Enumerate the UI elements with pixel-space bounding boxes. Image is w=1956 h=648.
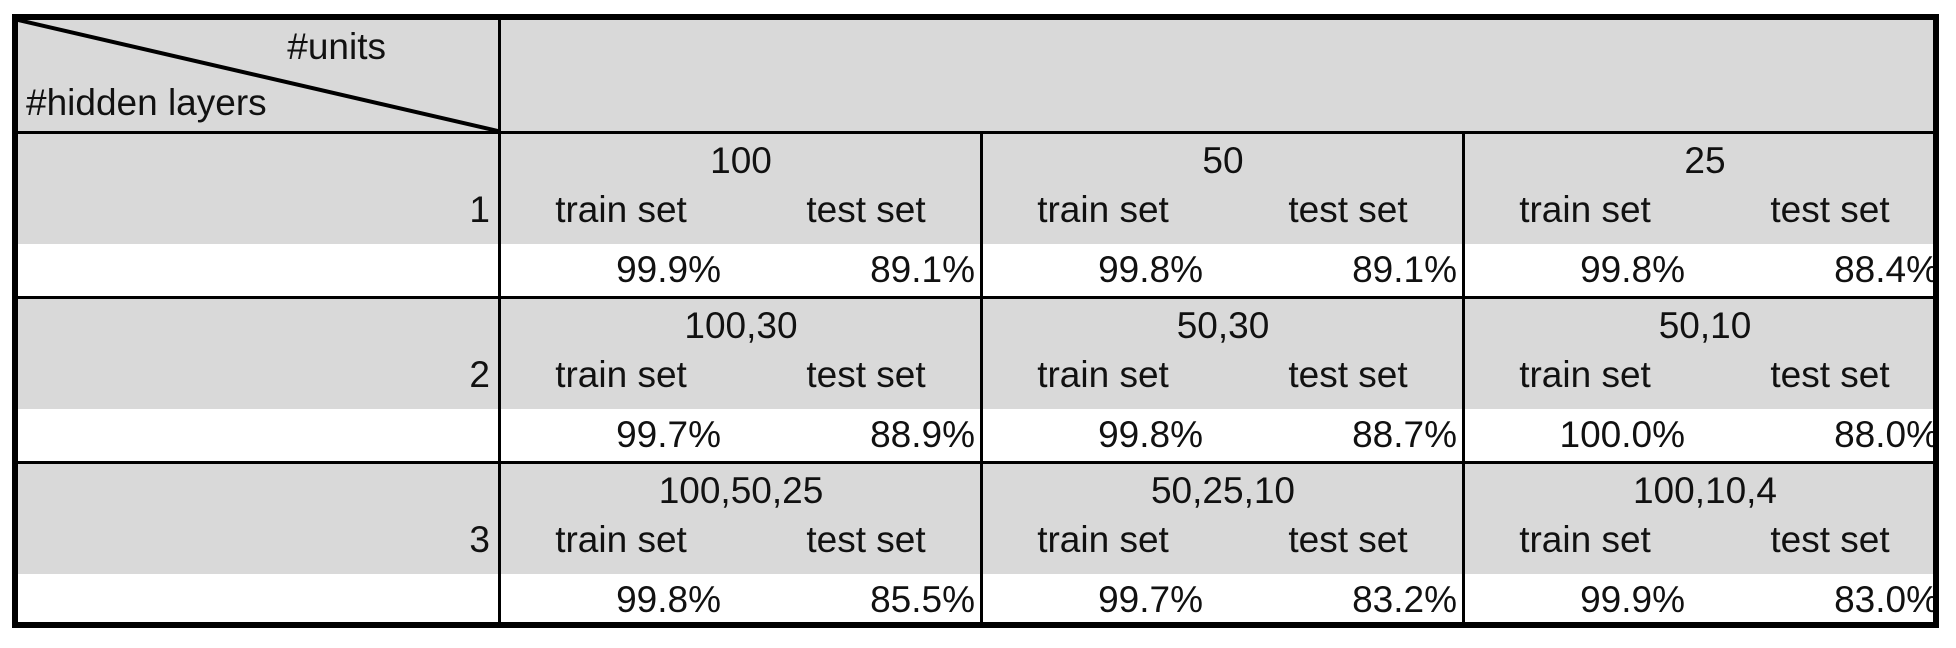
train-set-label: train set (1037, 189, 1169, 230)
units-config-label: 100 (710, 140, 772, 181)
column-divider (980, 134, 983, 299)
units-config-label: 25 (1684, 140, 1726, 181)
train-set-label: train set (1519, 519, 1651, 560)
row-divider (18, 461, 1933, 464)
train-accuracy-value: 99.9% (1580, 579, 1685, 620)
train-accuracy-value: 99.8% (1098, 249, 1203, 290)
test-set-label: test set (1288, 189, 1408, 230)
diagonal-divider (18, 20, 498, 131)
header-band (501, 20, 1933, 134)
test-accuracy-value: 88.0% (1834, 414, 1939, 455)
train-accuracy-value: 99.7% (616, 414, 721, 455)
test-accuracy-value: 83.0% (1834, 579, 1939, 620)
units-config-label: 50,30 (1176, 305, 1270, 346)
test-accuracy-value: 88.4% (1834, 249, 1939, 290)
test-accuracy-value: 88.7% (1352, 414, 1457, 455)
column-divider (1462, 464, 1465, 622)
test-set-label: test set (1288, 354, 1408, 395)
hidden-layers-header-label: #hidden layers (26, 82, 267, 123)
train-accuracy-value: 99.8% (1098, 414, 1203, 455)
layer-row-2: 2 100,30 train set test set 99.7% 88.9% 50,30 t… (18, 299, 1933, 464)
column-divider (1462, 299, 1465, 464)
train-accuracy-value: 99.7% (1098, 579, 1203, 620)
hidden-layer-count: 1 (469, 189, 490, 230)
row-divider (18, 296, 1933, 299)
test-set-label: test set (806, 189, 926, 230)
train-set-label: train set (555, 354, 687, 395)
train-accuracy-value: 99.8% (616, 579, 721, 620)
row-shaded-band (18, 134, 1933, 244)
hidden-layer-count: 3 (469, 519, 490, 560)
column-divider (980, 464, 983, 622)
units-config-label: 100,50,25 (658, 470, 824, 511)
test-accuracy-value: 89.1% (870, 249, 975, 290)
units-config-label: 50 (1202, 140, 1244, 181)
test-set-label: test set (1288, 519, 1408, 560)
column-divider (980, 299, 983, 464)
test-set-label: test set (806, 519, 926, 560)
units-config-label: 100,10,4 (1632, 470, 1778, 511)
units-config-label: 50,10 (1658, 305, 1752, 346)
test-set-label: test set (1770, 354, 1890, 395)
train-set-label: train set (555, 519, 687, 560)
train-accuracy-value: 100.0% (1559, 414, 1686, 455)
layer-row-1: 1 100 train set test set 99.9% 89.1% 50 train s… (18, 134, 1933, 299)
column-divider (498, 464, 501, 622)
train-set-label: train set (1037, 354, 1169, 395)
row-shaded-band (18, 464, 1933, 574)
train-set-label: train set (1519, 354, 1651, 395)
test-accuracy-value: 88.9% (870, 414, 975, 455)
test-set-label: test set (1770, 189, 1890, 230)
layer-row-3: 3 100,50,25 train set test set 99.8% 85.5% 50,… (18, 464, 1933, 622)
units-header-label: #units (287, 26, 386, 67)
test-set-label: test set (1770, 519, 1890, 560)
train-accuracy-value: 99.8% (1580, 249, 1685, 290)
test-accuracy-value: 85.5% (870, 579, 975, 620)
units-config-label: 100,30 (684, 305, 798, 346)
hidden-layer-count: 2 (469, 354, 490, 395)
column-divider (498, 299, 501, 464)
test-accuracy-value: 89.1% (1352, 249, 1457, 290)
column-divider (498, 134, 501, 299)
train-accuracy-value: 99.9% (616, 249, 721, 290)
train-set-label: train set (1519, 189, 1651, 230)
train-set-label: train set (1037, 519, 1169, 560)
test-set-label: test set (806, 354, 926, 395)
train-set-label: train set (555, 189, 687, 230)
test-accuracy-value: 83.2% (1352, 579, 1457, 620)
units-config-label: 50,25,10 (1150, 470, 1296, 511)
results-table: #units #hidden layers 1 100 train set test … (12, 14, 1939, 628)
row-shaded-band (18, 299, 1933, 409)
corner-header-cell: #units #hidden layers (18, 20, 501, 134)
column-divider (1462, 134, 1465, 299)
